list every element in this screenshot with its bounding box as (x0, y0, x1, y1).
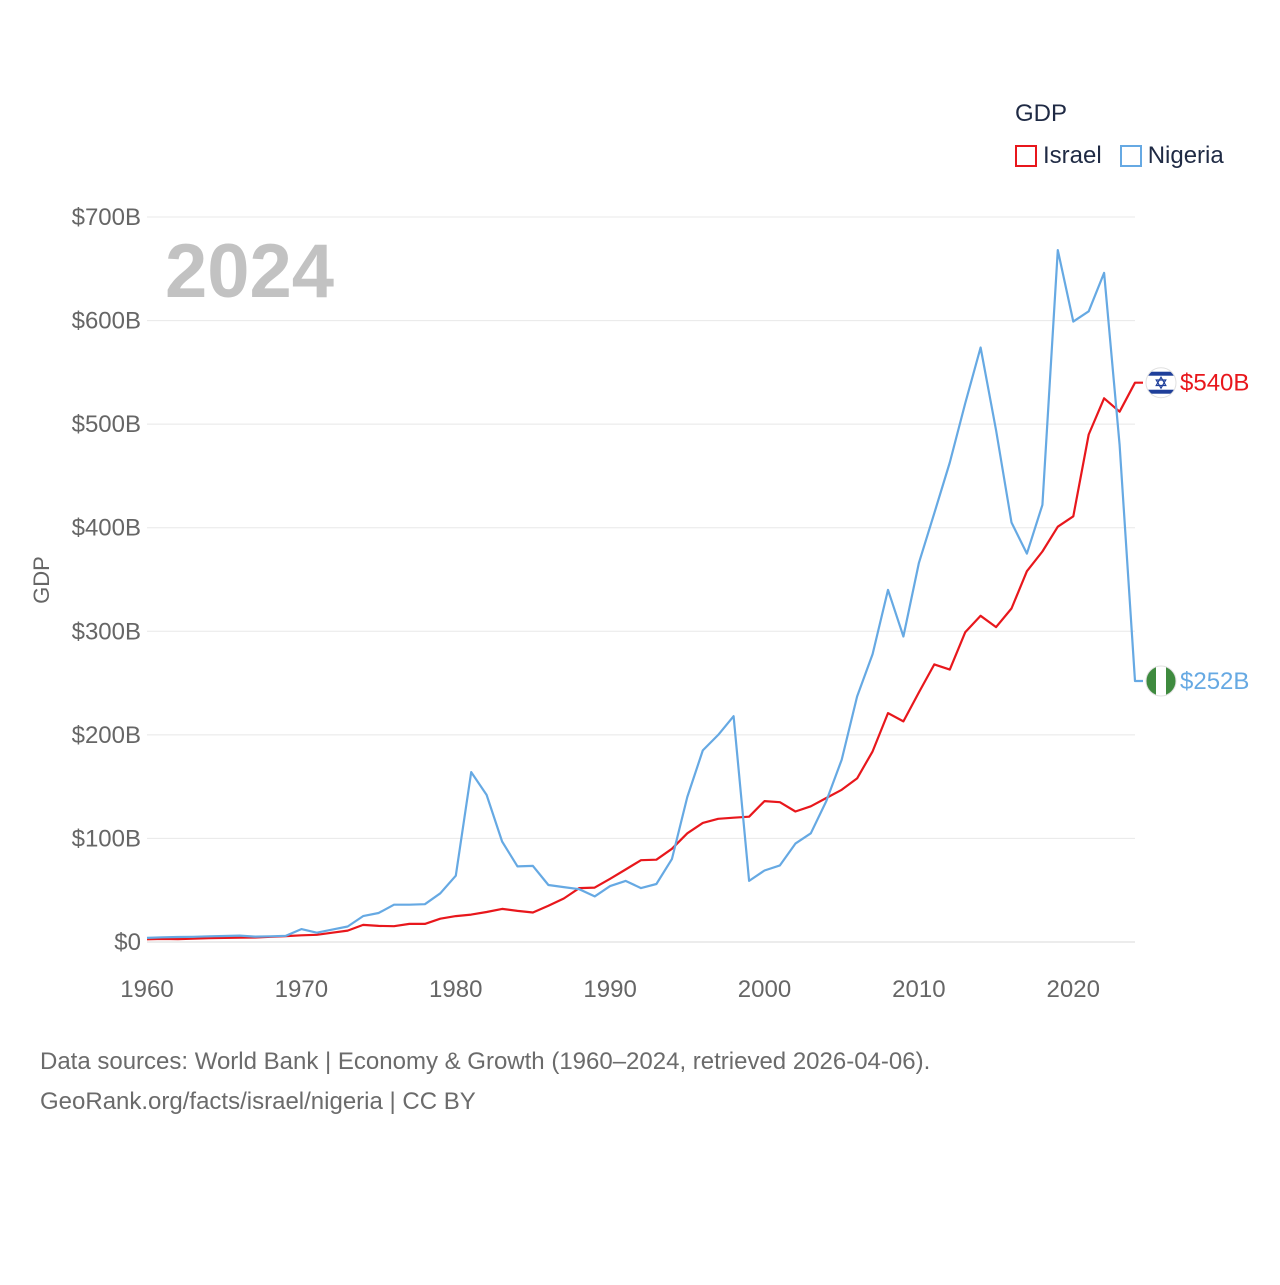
legend: Israel Nigeria (1015, 142, 1224, 170)
footer: Data sources: World Bank | Economy & Gro… (40, 1042, 930, 1122)
y-tick-label: $700B (72, 204, 141, 231)
x-tick-label: 1980 (429, 976, 482, 1003)
x-tick-label: 2010 (892, 976, 945, 1003)
y-axis-title: GDP (29, 556, 54, 604)
footer-link[interactable]: GeoRank.org/facts/israel/nigeria | CC BY (40, 1088, 476, 1115)
x-tick-label: 1960 (120, 976, 173, 1003)
flag-stripe-left (1146, 666, 1156, 696)
flag-outline (1145, 367, 1177, 399)
y-tick-label: $200B (72, 722, 141, 749)
legend-swatch-nigeria (1119, 145, 1142, 167)
y-tick-label: $400B (72, 515, 141, 542)
y-tick-label: $100B (72, 825, 141, 852)
y-tick-label: $300B (72, 618, 141, 645)
y-tick-label: $500B (72, 411, 141, 438)
y-tick-label: $600B (72, 308, 141, 335)
flag-body (1146, 367, 1176, 398)
x-tick-label: 1990 (583, 976, 636, 1003)
flag-body (1146, 666, 1176, 696)
flag-stripe-top (1146, 371, 1176, 376)
legend-item-israel[interactable]: Israel (1015, 142, 1102, 170)
x-tick-label: 2020 (1047, 976, 1100, 1003)
nigeria-flag-icon (1145, 665, 1177, 697)
israel-flag-icon (1145, 367, 1177, 399)
legend-label-israel: Israel (1043, 142, 1102, 169)
x-tick-label: 1970 (275, 976, 328, 1003)
legend-title: GDP (1015, 100, 1068, 127)
legend-item-nigeria[interactable]: Nigeria (1119, 142, 1224, 170)
end-label-nigeria: $252B (1180, 668, 1249, 695)
flag-outline (1145, 665, 1177, 697)
x-tick-label: 2000 (738, 976, 791, 1003)
year-label: 2024 (165, 229, 335, 314)
y-tick-label: $0 (114, 929, 141, 956)
star-triangle-up (1155, 376, 1167, 387)
series-line-nigeria (146, 249, 1143, 939)
star-triangle-down (1155, 379, 1167, 390)
series-line-israel (146, 381, 1143, 941)
footer-sources: Data sources: World Bank | Economy & Gro… (40, 1048, 931, 1075)
flag-stripe-bottom (1146, 389, 1176, 394)
end-label-israel: $540B (1180, 370, 1249, 397)
legend-label-nigeria: Nigeria (1147, 142, 1224, 169)
legend-swatch-israel (1015, 145, 1037, 167)
flag-stripe-right (1166, 666, 1176, 696)
